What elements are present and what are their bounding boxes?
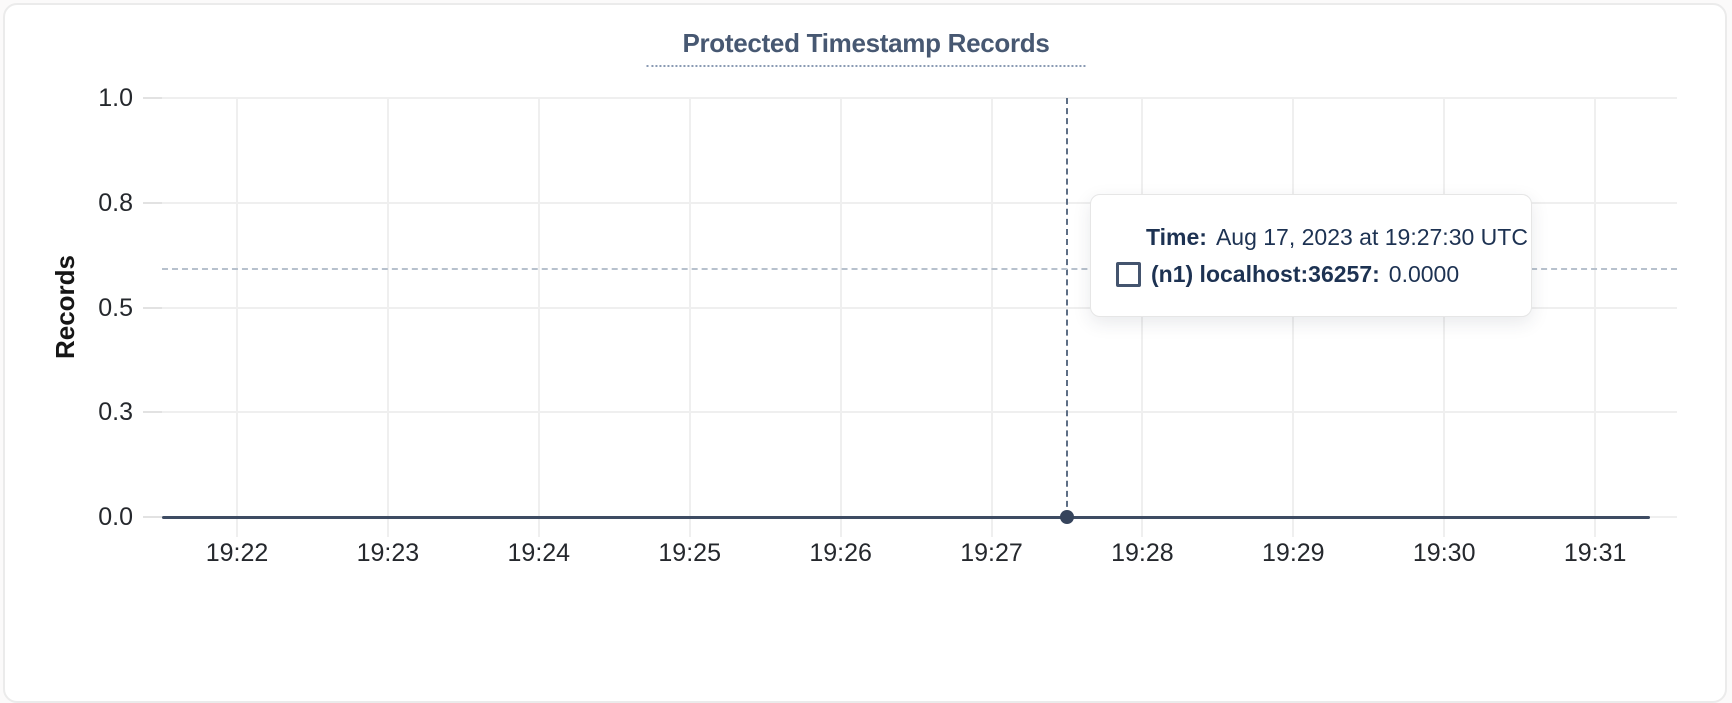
x-tick-label: 19:27 xyxy=(960,539,1023,567)
tooltip-time-label: Time: xyxy=(1146,223,1207,250)
y-tick-label: 0.5 xyxy=(98,293,133,322)
crosshair-vertical-line xyxy=(1065,98,1068,517)
x-gridline xyxy=(1443,98,1446,537)
hover-tooltip: Time: Aug 17, 2023 at 19:27:30 UTC (n1) … xyxy=(1090,194,1532,317)
x-tick-label: 19:24 xyxy=(507,539,571,567)
y-tick-mark xyxy=(143,306,162,309)
y-tick-label: 0.3 xyxy=(98,398,133,427)
x-tick-label: 19:25 xyxy=(658,539,721,567)
x-tick-label: 19:28 xyxy=(1111,539,1174,567)
x-tick-label: 19:23 xyxy=(356,539,420,567)
y-tick-label: 0.0 xyxy=(98,503,133,531)
x-gridline xyxy=(1594,98,1597,537)
x-tick-label: 19:26 xyxy=(809,539,872,567)
chart-stage: Protected Timestamp Records Records 1.0 0… xyxy=(50,28,1677,567)
series-checkbox-icon xyxy=(1116,261,1141,287)
x-gridline xyxy=(839,98,842,537)
y-gridline xyxy=(162,97,1677,99)
x-gridline xyxy=(537,98,540,537)
x-gridline xyxy=(236,98,238,537)
crosshair-horizontal-line xyxy=(162,268,1677,270)
chart-title[interactable]: Protected Timestamp Records xyxy=(646,28,1086,67)
y-tick-label: 1.0 xyxy=(98,84,133,112)
tooltip-series-label: (n1) localhost:36257: xyxy=(1151,260,1380,287)
plot-area[interactable]: 1.0 0.8 0.5 0.3 0.0 19:22 19:23 19:24 19:25 19:26… xyxy=(98,84,1677,567)
y-tick-mark xyxy=(143,411,162,414)
x-gridline xyxy=(1141,98,1144,537)
y-tick-mark xyxy=(143,516,162,518)
chart-page: { "page": { "background": "#fbfafa", "ca… xyxy=(3,3,1727,703)
y-tick-mark xyxy=(143,201,162,204)
x-gridline xyxy=(688,98,691,537)
x-tick-label: 19:29 xyxy=(1262,539,1325,567)
x-tick-label: 19:30 xyxy=(1412,539,1476,567)
y-gridline xyxy=(162,201,1677,204)
x-gridline xyxy=(386,98,389,537)
tooltip-series-row: (n1) localhost:36257: 0.0000 xyxy=(1116,261,1531,288)
x-tick-label: 19:22 xyxy=(205,539,269,567)
x-gridline xyxy=(990,98,993,537)
x-tick-label: 19:31 xyxy=(1563,539,1627,567)
tooltip-series-value: 0.0000 xyxy=(1388,260,1460,287)
x-gridline xyxy=(1292,98,1295,537)
chart-card xyxy=(3,3,1727,703)
series-line xyxy=(162,515,1650,519)
y-gridline xyxy=(162,306,1677,309)
y-gridline xyxy=(162,411,1677,414)
y-tick-label: 0.8 xyxy=(98,188,133,217)
tooltip-time-row: Time: Aug 17, 2023 at 19:27:30 UTC xyxy=(1146,224,1531,251)
tooltip-time-value: Aug 17, 2023 at 19:27:30 UTC xyxy=(1215,223,1528,250)
y-tick-mark xyxy=(143,97,162,99)
hover-point-dot xyxy=(1059,510,1074,524)
